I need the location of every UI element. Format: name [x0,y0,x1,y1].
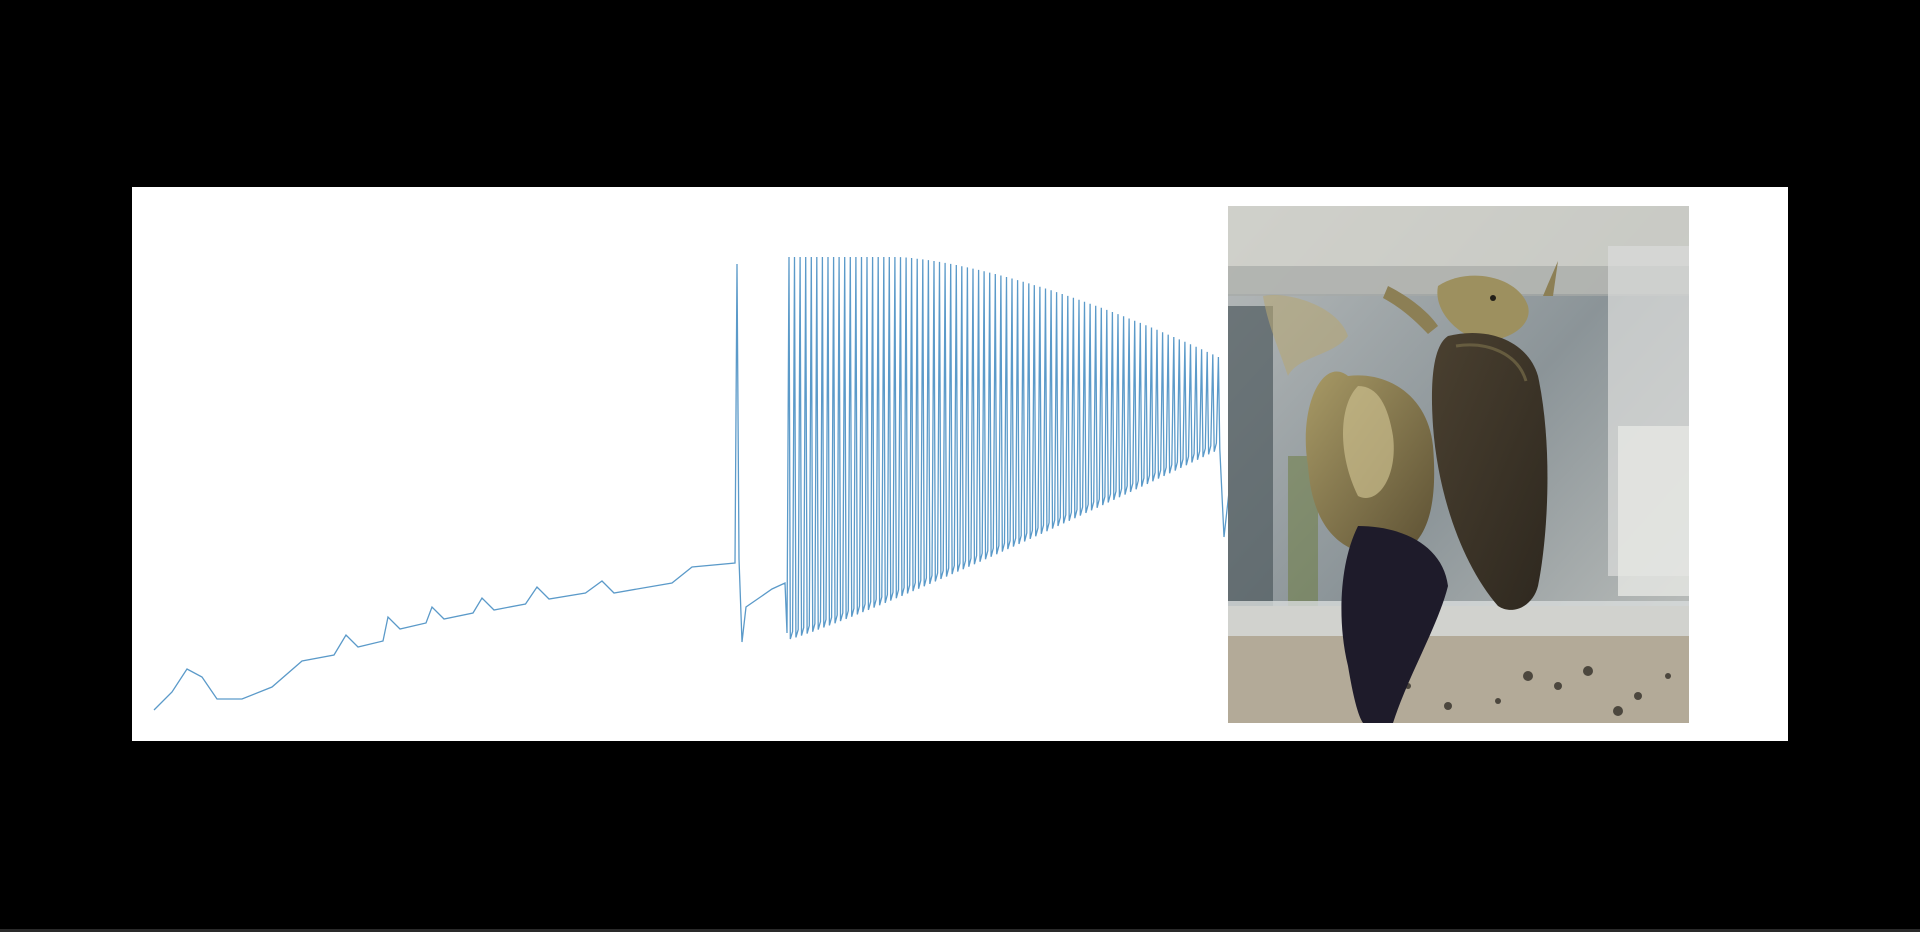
snail-photo [1228,206,1689,723]
media-panel [132,187,1788,741]
snail-foot [1431,332,1548,610]
voltage-trace-line [153,256,1231,711]
bottom-edge [0,929,1920,932]
voltage-trace-plot [153,256,1231,711]
snail-head [1437,275,1529,341]
snail-dark-shell [1341,526,1448,723]
